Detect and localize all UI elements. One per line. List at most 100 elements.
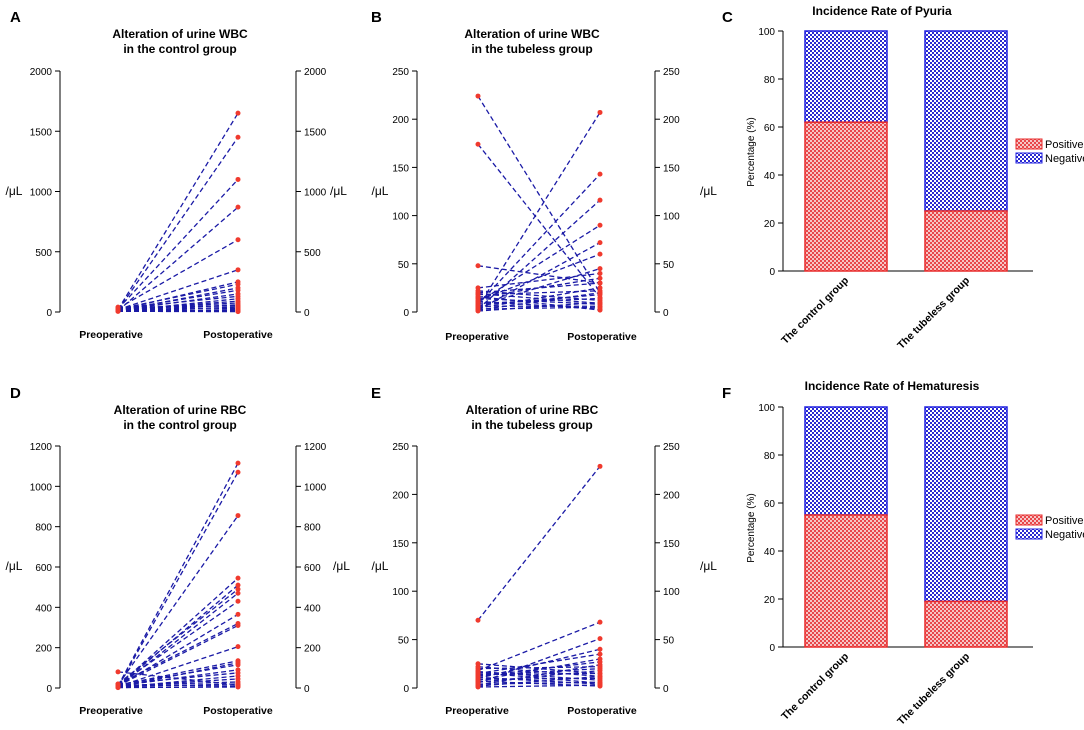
post-point	[597, 275, 603, 281]
tick-label-left: 1200	[30, 442, 53, 453]
patient-line	[477, 282, 601, 294]
tick-label-right: 250	[663, 67, 680, 78]
tick-label-left: 0	[46, 684, 52, 695]
post-point	[235, 590, 241, 596]
tick-label: 100	[758, 27, 775, 38]
post-point	[597, 280, 603, 286]
post-point	[235, 309, 241, 315]
post-point	[597, 266, 603, 272]
panel-c-category-control: The control group	[779, 275, 851, 347]
tick-label-right: 0	[663, 684, 669, 695]
bar-negative	[804, 30, 888, 123]
panel-f-legend-positive-swatch	[1015, 514, 1043, 526]
post-point	[235, 586, 241, 592]
panel-d-ticks: 0 0 200 200 400 400 600 600 800 800 1000 1000 1200 12…	[30, 442, 327, 695]
tick-label-left: 800	[35, 523, 52, 534]
post-point	[235, 267, 241, 273]
patient-line	[117, 305, 239, 308]
patient-line	[117, 307, 239, 310]
patient-line	[117, 588, 239, 685]
post-point	[597, 109, 603, 115]
panel-a-title-line2: in the control group	[123, 42, 236, 56]
patient-line	[477, 653, 601, 675]
panel-b-ticks: 0 0 50 50 100 100 150 150 200 200 250 250	[392, 67, 680, 319]
patient-line	[117, 462, 239, 687]
patient-line	[117, 600, 239, 686]
patient-line	[477, 681, 601, 685]
panel-f-title: Incidence Rate of Hematuresis	[805, 379, 980, 393]
patient-line	[477, 638, 601, 684]
patient-line	[477, 95, 601, 294]
panel-label-d: D	[10, 385, 21, 402]
patient-line	[477, 300, 601, 310]
patient-line	[477, 267, 601, 307]
patient-line	[117, 672, 239, 685]
panel-c-legend-positive: Positive	[1045, 139, 1084, 151]
panel-f-ylabel: Percentage (%)	[746, 493, 757, 562]
panel-label-f: F	[722, 385, 731, 402]
panel-c-pyuria: Incidence Rate of Pyuria 0 20 40 60 80 100 Pe…	[746, 4, 1084, 352]
tick-label-left: 0	[46, 308, 52, 319]
tick-label-left: 150	[392, 539, 409, 550]
pre-point	[115, 685, 121, 691]
panel-f-legend-negative: Negative	[1045, 529, 1084, 541]
post-point	[597, 300, 603, 306]
post-point	[235, 176, 241, 182]
panel-e-rbc-tubeless: Alteration of urine RBC in the tubeless …	[372, 403, 718, 717]
tick-label: 40	[764, 171, 776, 182]
patient-line	[477, 292, 601, 311]
post-point	[597, 666, 603, 672]
tick-label-right: 400	[304, 603, 321, 614]
panel-f-legend-positive: Positive	[1045, 515, 1084, 527]
pre-point	[475, 678, 481, 684]
panel-d-title-line2: in the control group	[123, 418, 236, 432]
panel-f-legend-negative-swatch	[1015, 528, 1043, 540]
patient-line	[117, 686, 239, 689]
tick-label-right: 50	[663, 636, 675, 647]
pre-point	[475, 298, 481, 304]
tick-label: 0	[769, 643, 775, 654]
patient-line	[117, 239, 239, 309]
panel-f-hematuresis: Incidence Rate of Hematuresis 0 20 40 60 80 1…	[746, 379, 1084, 728]
tick-label-right: 150	[663, 163, 680, 174]
post-point	[235, 622, 241, 628]
panel-b-title-line2: in the tubeless group	[471, 42, 592, 56]
panel-c-legend-negative-swatch	[1015, 152, 1043, 164]
tick-label-left: 400	[35, 603, 52, 614]
tick-label-right: 50	[663, 260, 675, 271]
patient-line	[477, 265, 601, 284]
panel-b-ylabel-right: /μL	[700, 184, 717, 198]
patient-line	[117, 592, 239, 688]
post-point	[235, 598, 241, 604]
panel-e-title-line1: Alteration of urine RBC	[466, 403, 599, 417]
tick-label-right: 500	[304, 248, 321, 259]
tick-label-left: 0	[403, 308, 409, 319]
post-point	[597, 680, 603, 686]
bar-negative	[804, 406, 888, 516]
patient-line	[477, 663, 601, 675]
patient-line	[117, 515, 239, 686]
patient-line	[477, 676, 601, 685]
panel-e-category-pre: Preoperative	[445, 705, 509, 717]
post-point	[597, 636, 603, 642]
tick-label: 60	[764, 123, 776, 134]
patient-line	[117, 684, 239, 687]
patient-line	[477, 272, 601, 289]
panel-c-category-tubeless: The tubeless group	[895, 275, 972, 352]
pre-point	[475, 670, 481, 676]
panel-d-title-line1: Alteration of urine RBC	[114, 403, 247, 417]
tick-label-left: 1000	[30, 482, 53, 493]
tick-label-right: 1200	[304, 442, 327, 453]
panel-a-wbc-control: Alteration of urine WBC in the control g…	[6, 27, 348, 341]
panel-a-category-pre: Preoperative	[79, 329, 143, 341]
patient-line	[477, 684, 601, 688]
post-point	[235, 513, 241, 519]
patient-line	[117, 613, 239, 687]
patient-line	[477, 294, 601, 306]
post-point	[235, 237, 241, 243]
post-point	[235, 611, 241, 617]
tick-label-right: 200	[304, 644, 321, 655]
patient-line	[117, 664, 239, 686]
tick-label-left: 250	[392, 442, 409, 453]
panel-label-a: A	[10, 9, 21, 26]
